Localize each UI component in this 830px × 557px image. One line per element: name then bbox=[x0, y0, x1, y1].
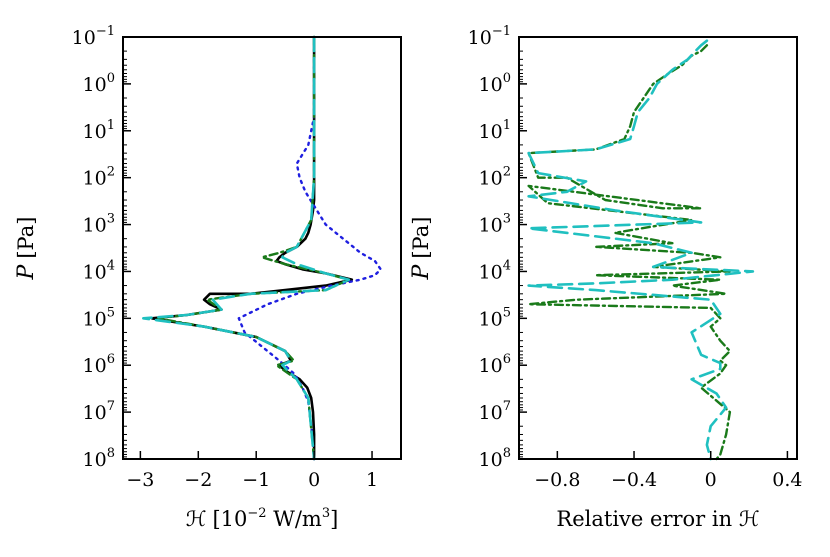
right-xtick-label: −0.8 bbox=[534, 469, 580, 491]
left-xtick-label: −2 bbox=[184, 469, 212, 491]
left-xlabel: ℋ [10−2 W/m3] bbox=[186, 506, 339, 531]
right-xlabel: Relative error in ℋ bbox=[556, 507, 759, 531]
left-series-reference bbox=[150, 35, 354, 461]
right-ytick-label: 102 bbox=[479, 165, 511, 190]
right-xtick-label: 0.4 bbox=[772, 469, 802, 491]
left-axes-frame bbox=[122, 36, 402, 460]
right-ytick-label: 108 bbox=[479, 446, 511, 471]
left-xtick-label: −1 bbox=[242, 469, 270, 491]
right-ytick-label: 100 bbox=[479, 71, 511, 96]
right-series-error-dashdot bbox=[527, 44, 732, 461]
right-ytick-label: 105 bbox=[479, 305, 511, 330]
right-series-group bbox=[527, 39, 755, 461]
left-series-group bbox=[142, 35, 382, 461]
right-axes-frame bbox=[518, 36, 798, 460]
left-ytick-label: 100 bbox=[83, 71, 115, 96]
right-series-error-dashed bbox=[527, 39, 755, 461]
left-ytick-label: 101 bbox=[83, 118, 115, 143]
right-ytick-label: 106 bbox=[479, 352, 511, 377]
left-xtick-label: 1 bbox=[366, 469, 378, 491]
left-ytick-label: 10−1 bbox=[72, 24, 115, 49]
left-ticks: −3 −2 −1 0 1 10−1 100 101 102 103 104 105 106 107 108 bbox=[72, 24, 378, 491]
left-series-model-dotted bbox=[237, 58, 382, 461]
left-series-model-dashdot bbox=[156, 35, 351, 461]
right-xtick-label: 0 bbox=[705, 469, 717, 491]
left-ytick-label: 107 bbox=[83, 399, 115, 424]
left-ytick-label: 106 bbox=[83, 352, 115, 377]
left-xtick-label: −3 bbox=[126, 469, 154, 491]
right-ytick-label: 101 bbox=[479, 118, 511, 143]
left-ylabel: P[Pa] bbox=[14, 217, 39, 281]
right-ytick-label: 107 bbox=[479, 399, 511, 424]
right-xtick-label: −0.4 bbox=[611, 469, 657, 491]
left-ytick-label: 108 bbox=[83, 446, 115, 471]
left-xtick-label: 0 bbox=[308, 469, 320, 491]
left-ytick-label: 105 bbox=[83, 305, 115, 330]
right-ylabel: P[Pa] bbox=[409, 217, 434, 281]
left-ytick-label: 104 bbox=[83, 258, 115, 283]
left-ytick-label: 103 bbox=[83, 212, 115, 237]
left-ytick-label: 102 bbox=[83, 165, 115, 190]
right-panel: −0.8 −0.4 0 0.4 10−1 100 101 102 103 104 105 106 107… bbox=[409, 24, 803, 531]
left-series-model-dashed bbox=[142, 35, 351, 461]
right-ytick-label: 104 bbox=[479, 258, 511, 283]
right-ytick-label: 103 bbox=[479, 212, 511, 237]
right-ticks: −0.8 −0.4 0 0.4 10−1 100 101 102 103 104 105 106 107… bbox=[468, 24, 803, 491]
left-panel: −3 −2 −1 0 110−1100101102103104105106107108 … bbox=[14, 24, 402, 531]
right-ytick-label: 10−1 bbox=[468, 24, 511, 49]
